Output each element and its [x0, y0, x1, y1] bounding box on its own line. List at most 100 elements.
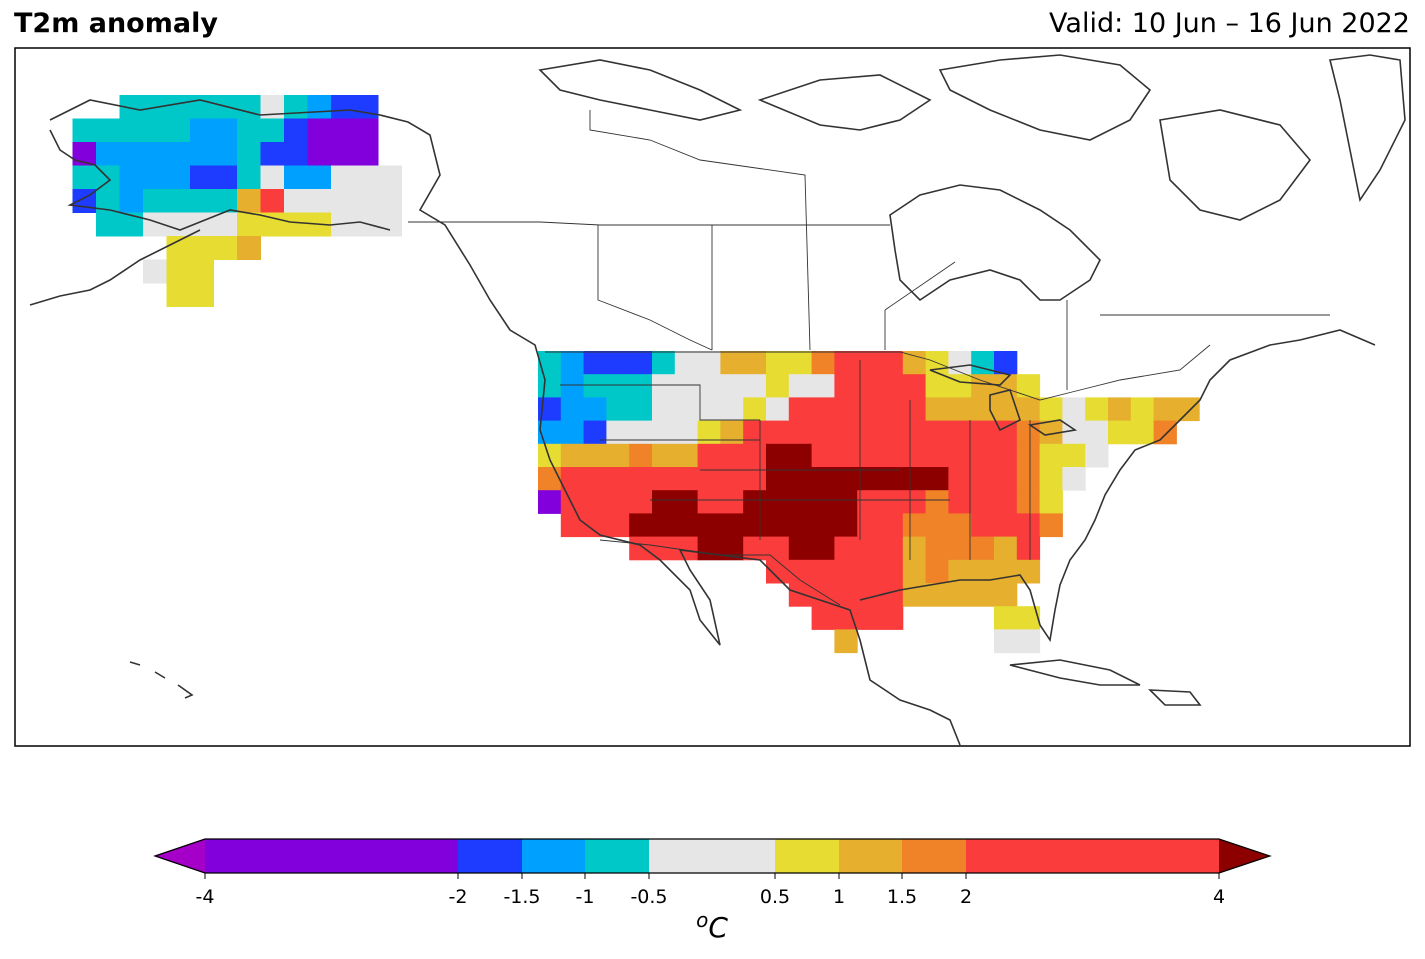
grid-cell	[652, 374, 767, 398]
grid-cell	[1108, 397, 1132, 422]
grid-cell	[766, 351, 813, 375]
grid-cell	[143, 189, 238, 213]
grid-cell	[237, 236, 261, 260]
valid-period: Valid: 10 Jun – 16 Jun 2022	[1049, 8, 1410, 39]
grid-cell	[948, 351, 972, 375]
colorbar-tick-label: 1.5	[887, 886, 917, 908]
grid-cell	[743, 490, 858, 514]
grid-cell	[925, 397, 972, 422]
colorbar-segment-minus1-minus0-5	[585, 839, 649, 873]
grid-cell	[811, 606, 904, 630]
grid-cell	[307, 142, 379, 166]
grid-cell	[1039, 513, 1063, 538]
grid-cell	[331, 95, 379, 119]
grid-cell	[560, 351, 585, 375]
colorbar-segment-1-5-2	[902, 839, 966, 873]
conus-anomaly-grid	[538, 351, 1200, 654]
grid-cell	[994, 629, 1041, 654]
grid-cell	[1153, 420, 1177, 445]
alaska-anomaly-grid	[72, 95, 402, 307]
grid-cell	[583, 374, 630, 398]
colorbar-tick-label: -1	[576, 886, 595, 908]
grid-cell	[766, 443, 813, 468]
grid-cell	[1039, 467, 1063, 491]
grid-cell	[971, 397, 1041, 422]
grid-cell	[331, 165, 402, 190]
grid-cell	[925, 374, 972, 398]
grid-cell	[948, 467, 1018, 491]
colorbar-tick-label: 2	[960, 886, 972, 908]
grid-cell	[766, 467, 790, 491]
grid-cell	[560, 397, 607, 422]
grid-cell	[994, 559, 1041, 584]
grid-cell	[811, 443, 1018, 468]
grid-cell	[1085, 397, 1109, 422]
grid-cell	[811, 351, 835, 375]
colorbar-over-extension	[1219, 839, 1270, 873]
grid-cell	[166, 283, 214, 307]
grid-cell	[652, 490, 699, 514]
grid-cell	[743, 513, 858, 538]
colorbar-segment-neutral	[649, 839, 775, 873]
grid-cell	[1039, 397, 1063, 422]
map-frame	[14, 47, 1411, 747]
grid-cell	[994, 536, 1018, 561]
grid-cell	[284, 95, 308, 119]
grid-cell	[652, 443, 699, 468]
grid-cell	[697, 443, 767, 468]
grid-cell	[1130, 420, 1155, 445]
grid-cell	[96, 142, 238, 166]
grid-cell	[260, 189, 285, 213]
grid-cell	[788, 397, 927, 422]
grid-cell	[971, 513, 1041, 538]
grid-cell	[606, 443, 630, 468]
grid-cell	[284, 165, 332, 190]
grid-cell	[697, 490, 744, 514]
grid-cell	[307, 95, 332, 119]
grid-cell	[925, 490, 949, 514]
grid-cell	[213, 236, 238, 260]
grid-cell	[902, 583, 972, 607]
grid-cell	[1062, 397, 1086, 422]
grid-cell	[629, 513, 744, 538]
grid-cell	[538, 374, 562, 398]
grid-cell	[652, 351, 676, 375]
grid-cell	[743, 397, 767, 422]
grid-cell	[560, 490, 653, 514]
grid-cell	[560, 443, 607, 468]
colorbar-segment-minus1-5-minus1	[522, 839, 585, 873]
grid-cell	[538, 420, 585, 445]
political-borders	[408, 110, 1330, 606]
grid-cell	[583, 420, 607, 445]
grid-cell	[925, 536, 995, 561]
grid-cell	[834, 374, 927, 398]
grid-cell	[743, 420, 1018, 445]
grid-cell	[307, 118, 379, 143]
grid-cell	[1016, 420, 1041, 445]
grid-cell	[743, 536, 790, 561]
colorbar	[153, 838, 1272, 874]
grid-cell	[72, 165, 120, 190]
grid-cell	[1016, 374, 1041, 398]
grid-cell	[834, 351, 904, 375]
grid-cell	[720, 397, 744, 422]
grid-cell	[560, 467, 721, 491]
grid-cell	[834, 536, 904, 561]
grid-cell	[971, 583, 1018, 607]
grid-cell	[948, 513, 972, 538]
grid-cell	[583, 351, 653, 375]
grid-cell	[166, 259, 191, 284]
grid-cell	[284, 189, 402, 213]
map-title: T2m anomaly	[14, 8, 218, 39]
colorbar-unit-label: oC	[696, 908, 728, 944]
grid-cell	[902, 559, 927, 584]
colorbar-tick-label: -4	[196, 886, 215, 908]
grid-cell	[902, 513, 949, 538]
grid-cell	[948, 490, 1018, 514]
grid-cell	[834, 629, 858, 654]
colorbar-segment-1-1-5	[839, 839, 902, 873]
grid-cell	[237, 189, 261, 213]
colorbar-tick-label: -0.5	[630, 886, 667, 908]
grid-cell	[697, 420, 721, 445]
grid-cell	[994, 351, 1018, 375]
